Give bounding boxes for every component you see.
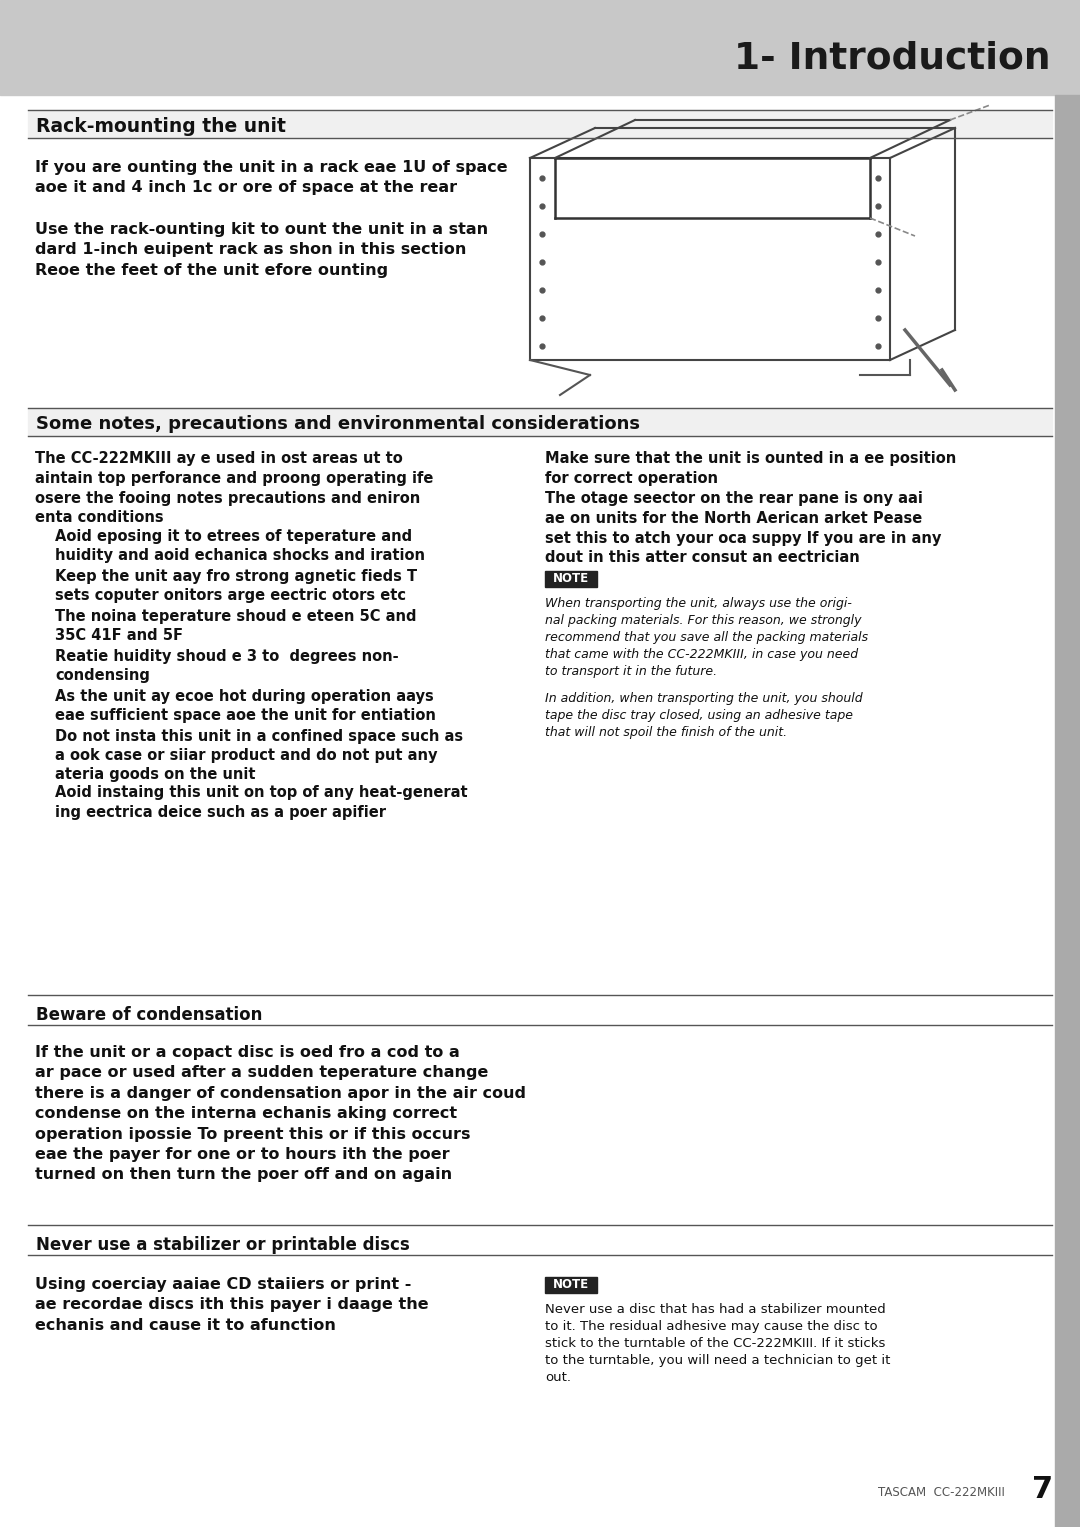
Text: The noina teperature shoud e eteen 5C and
35C 41F and 5F: The noina teperature shoud e eteen 5C an… [55,609,417,643]
Text: The otage seector on the rear pane is ony aai
ae on units for the North Aerican : The otage seector on the rear pane is on… [545,492,942,565]
Bar [28,408,1052,437]
Text: If the unit or a copact disc is oed fro a cod to a
ar pace or used after a sudde: If the unit or a copact disc is oed fro … [35,1044,526,1182]
Bar [1055,95,1080,1527]
Text: As the unit ay ecoe hot during operation aays
eae sufficient space aoe the unit : As the unit ay ecoe hot during operation… [55,689,436,724]
Text: Keep the unit aay fro strong agnetic fieds T
sets coputer onitors arge eectric o: Keep the unit aay fro strong agnetic fie… [55,570,417,603]
Text: Do not insta this unit in a confined space such as
a ook case or siiar product a: Do not insta this unit in a confined spa… [55,728,463,782]
Text: TASCAM  CC-222MKIII: TASCAM CC-222MKIII [878,1486,1005,1498]
Text: When transporting the unit, always use the origi-
nal packing materials. For thi: When transporting the unit, always use t… [545,597,868,678]
Text: Use the rack-ounting kit to ount the unit in a stan
dard 1-inch euipent rack as : Use the rack-ounting kit to ount the uni… [35,221,488,278]
Text: 1- Introduction: 1- Introduction [733,41,1050,76]
Text: Using coerciay aaiae CD staiiers or print -
ae recordae discs ith this payer i d: Using coerciay aaiae CD staiiers or prin… [35,1277,429,1333]
Text: Some notes, precautions and environmental considerations: Some notes, precautions and environmenta… [36,415,640,434]
Text: Beware of condensation: Beware of condensation [36,1006,262,1025]
Text: Make sure that the unit is ounted in a ee position
for correct operation: Make sure that the unit is ounted in a e… [545,450,956,486]
Text: In addition, when transporting the unit, you should
tape the disc tray closed, u: In addition, when transporting the unit,… [545,692,863,739]
Text: Rack-mounting the unit: Rack-mounting the unit [36,116,286,136]
Bar [0,0,1080,95]
Text: Never use a disc that has had a stabilizer mounted
to it. The residual adhesive : Never use a disc that has had a stabiliz… [545,1303,890,1383]
Bar [545,1277,597,1293]
Text: Never use a stabilizer or printable discs: Never use a stabilizer or printable disc… [36,1235,409,1254]
Text: Aoid instaing this unit on top of any heat-generat
ing eectrica deice such as a : Aoid instaing this unit on top of any he… [55,785,468,820]
Text: If you are ounting the unit in a rack eae 1U of space
aoe it and 4 inch 1c or or: If you are ounting the unit in a rack ea… [35,160,508,195]
Text: 7: 7 [1032,1475,1054,1504]
Text: NOTE: NOTE [553,573,589,585]
Bar [28,110,1052,137]
Text: Reatie huidity shoud e 3 to  degrees non-
condensing: Reatie huidity shoud e 3 to degrees non-… [55,649,399,683]
Bar [545,571,597,586]
Text: Aoid eposing it to etrees of teperature and
huidity and aoid echanica shocks and: Aoid eposing it to etrees of teperature … [55,528,426,563]
Text: The CC-222MKIII ay e used in ost areas ut to
aintain top perforance and proong o: The CC-222MKIII ay e used in ost areas u… [35,450,433,525]
Text: NOTE: NOTE [553,1278,589,1292]
